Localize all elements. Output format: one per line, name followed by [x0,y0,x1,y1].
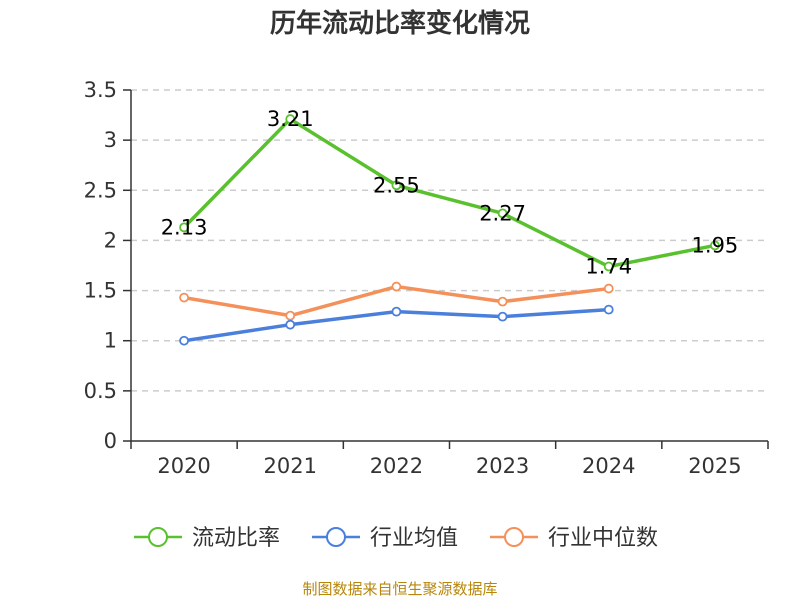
data-point [497,296,508,307]
y-tick-label: 0 [104,429,117,453]
data-point [391,180,402,191]
data-point [603,283,614,294]
x-tick-label: 2025 [688,454,741,478]
legend-marker [148,527,168,547]
legend-label: 行业均值 [370,526,458,551]
y-tick-label: 2.5 [84,178,117,202]
data-point [391,281,402,292]
y-tick-label: 3.5 [84,78,117,102]
y-tick-label: 1 [104,329,117,353]
series-line-0 [182,117,716,269]
data-point [285,310,296,321]
y-tick-label: 1.5 [84,279,117,303]
legend-marker [504,527,524,547]
series-lines [179,114,720,346]
data-label: 1.74 [585,255,632,279]
data-point [179,222,189,233]
data-point [391,306,402,317]
data-label: 3.21 [267,107,314,131]
data-point [603,304,614,315]
x-tick-label: 2020 [157,454,210,478]
data-point [285,114,296,124]
data-label: 2.55 [373,173,420,197]
data-point [285,319,296,330]
legend-item-0[interactable]: 流动比率 [134,526,280,551]
data-label: 2.27 [479,201,526,225]
data-label: 2.13 [161,215,208,239]
data-point [497,208,508,219]
legend-label: 行业中位数 [548,526,658,551]
y-tick-label: 0.5 [84,379,117,403]
data-point [603,261,614,272]
source-note: 制图数据来自恒生聚源数据库 [302,580,498,598]
legend: 流动比率 行业均值 行业中位数 [134,526,658,551]
y-tick-label: 2 [104,228,117,252]
data-point [179,335,189,346]
x-tick-label: 2024 [582,454,635,478]
axes: 0 0.5 1 1.5 2 2.5 3 3.5 2020 2021 2022 2023 2024 2025 [84,78,769,478]
data-point [497,311,508,322]
grid-lines [131,89,768,392]
data-point [710,240,720,251]
x-tick-label: 2022 [370,454,423,478]
x-tick-label: 2021 [264,454,317,478]
data-point [179,292,189,303]
data-labels: 2.13 3.21 2.55 2.27 1.74 1.95 [161,107,739,278]
legend-item-2[interactable]: 行业中位数 [490,526,658,551]
y-tick-label: 3 [104,128,117,152]
legend-item-1[interactable]: 行业均值 [312,526,458,551]
legend-label: 流动比率 [192,526,280,551]
chart-title: 历年流动比率变化情况 [269,9,530,39]
data-label: 1.95 [692,233,739,257]
x-tick-label: 2023 [476,454,529,478]
legend-marker [326,527,346,547]
